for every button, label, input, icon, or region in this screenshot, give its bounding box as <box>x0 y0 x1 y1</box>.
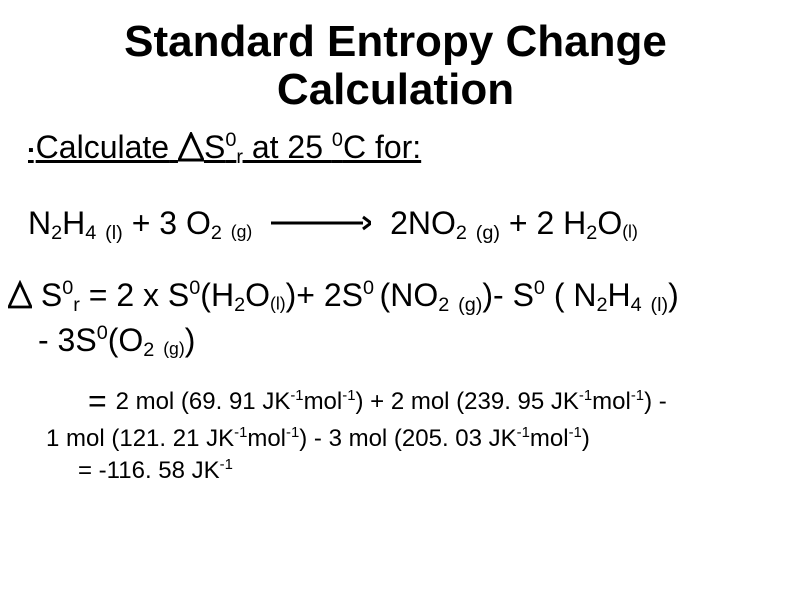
n1-sup3: -1 <box>579 388 592 404</box>
n2-sup1: -1 <box>234 425 247 441</box>
f-t3-open: ( N <box>545 277 597 313</box>
s-sub: r <box>236 146 243 168</box>
n1d: ) + 2 mol (239. 95 JK <box>355 388 578 415</box>
slide-content: Standard Entropy Change Calculation ▪Cal… <box>0 0 791 609</box>
n1e: mol <box>592 388 631 415</box>
f-t1-o: O <box>245 277 270 313</box>
f-l2-close: ) <box>185 322 196 358</box>
f-t3-h: H <box>608 277 631 313</box>
f-l2-open: (O <box>108 322 144 358</box>
f-t3-close: ) <box>668 277 679 313</box>
bullet-icon: ▪ <box>28 142 34 159</box>
n2h4-state: (l) <box>105 222 123 244</box>
numeric-line-1: = 2 mol (69. 91 JK-1mol-1) + 2 mol (239.… <box>88 380 763 423</box>
rhs-2no2: 2NO <box>390 205 456 241</box>
o2-state: (g) <box>231 222 253 242</box>
f-t1-open: (H <box>200 277 234 313</box>
eq-sign: = <box>88 383 116 419</box>
f-t2-s: 2 <box>438 294 449 316</box>
f-t2-close: )- S <box>482 277 534 313</box>
n2c: ) - 3 mol (205. 03 JK <box>299 425 516 452</box>
slide-title: Standard Entropy Change Calculation <box>28 18 763 113</box>
s-letter: S <box>204 129 225 165</box>
numeric-line-2: 1 mol (121. 21 JK-1mol-1) - 3 mol (205. … <box>46 423 763 455</box>
f-l2-state: (g) <box>163 339 185 359</box>
n2a: 1 mol (121. 21 JK <box>46 425 234 452</box>
f-sup0-2: 0 <box>363 277 380 299</box>
h2o-o: O <box>597 205 622 241</box>
title-line-1: Standard Entropy Change <box>124 17 667 66</box>
numeric-line-3: = -116. 58 JK-1 <box>78 455 763 487</box>
h2o-state: (l) <box>622 222 638 242</box>
n2-sup4: -1 <box>569 425 582 441</box>
plus-3o2: + 3 O <box>123 205 211 241</box>
n2-sup3: -1 <box>517 425 530 441</box>
f-t1-close: )+ 2 <box>286 277 342 313</box>
title-line-2: Calculation <box>277 65 514 114</box>
n: N <box>28 205 51 241</box>
h-sub: 4 <box>85 222 96 244</box>
f-subr: r <box>73 294 80 316</box>
f-sup0-1: 0 <box>189 277 200 299</box>
delta-icon <box>178 131 204 171</box>
n1f: ) - <box>644 388 667 415</box>
h: H <box>62 205 85 241</box>
f-t1-s1: 2 <box>234 294 245 316</box>
f-line2-pre: - 3 <box>38 322 75 358</box>
prompt-line: ▪Calculate S0r at 25 0C for: <box>28 127 763 171</box>
calculate-word: Calculate <box>36 129 169 165</box>
c-for: C for: <box>343 129 421 165</box>
zero-c-sup: 0 <box>332 129 343 151</box>
f-sup0-4: 0 <box>97 322 108 344</box>
prompt-underline: ▪Calculate S0r at 25 0C for: <box>28 129 421 165</box>
n1-sup2: -1 <box>342 388 355 404</box>
n-sub: 2 <box>51 222 62 244</box>
f-t2-open: (NO <box>380 277 439 313</box>
n3a: = -116. 58 JK <box>78 457 220 484</box>
n1b: 2 mol (69. 91 JK <box>116 388 291 415</box>
f-t3-state: (l) <box>651 294 669 316</box>
n3-sup: -1 <box>220 457 233 473</box>
entropy-formula: S0r = 2 x S0(H2O(l))+ 2S0 (NO2 (g))- S0 … <box>8 275 763 362</box>
o2-sub: 2 <box>211 222 222 244</box>
n2d: mol <box>530 425 569 452</box>
no2-state: (g) <box>476 222 500 244</box>
f-eq: = 2 x <box>80 277 159 313</box>
reaction-equation: N2H4 (l) + 3 O2 (g) 2NO2 (g) + 2 H2O(l) <box>28 201 763 245</box>
f-t3-s1: 2 <box>596 294 607 316</box>
numeric-substitution: = 2 mol (69. 91 JK-1mol-1) + 2 mol (239.… <box>46 380 763 488</box>
no2-sub: 2 <box>456 222 467 244</box>
h2o-sub1: 2 <box>586 222 597 244</box>
f-t1-state: (l) <box>270 293 286 313</box>
plus-2h2o: + 2 H <box>500 205 586 241</box>
n1-sup1: -1 <box>290 388 303 404</box>
n2e: ) <box>582 425 590 452</box>
f-s1: S <box>159 277 189 313</box>
arrow-icon <box>271 201 371 243</box>
n2-sup2: -1 <box>286 425 299 441</box>
f-l2-s: S <box>75 322 96 358</box>
at-25: at 25 <box>243 129 332 165</box>
delta-icon-2 <box>8 279 32 321</box>
f-t2-state: (g) <box>458 294 482 316</box>
f-s2: S <box>342 277 363 313</box>
n2b: mol <box>247 425 286 452</box>
n1c: mol <box>304 388 343 415</box>
f-l2-s2: 2 <box>143 339 154 361</box>
f-sup0: 0 <box>62 277 73 299</box>
f-t3-s2: 4 <box>631 294 642 316</box>
n1-sup4: -1 <box>631 388 644 404</box>
f-s: S <box>32 277 62 313</box>
s-sup: 0 <box>225 129 236 151</box>
f-sup0-3: 0 <box>534 277 545 299</box>
